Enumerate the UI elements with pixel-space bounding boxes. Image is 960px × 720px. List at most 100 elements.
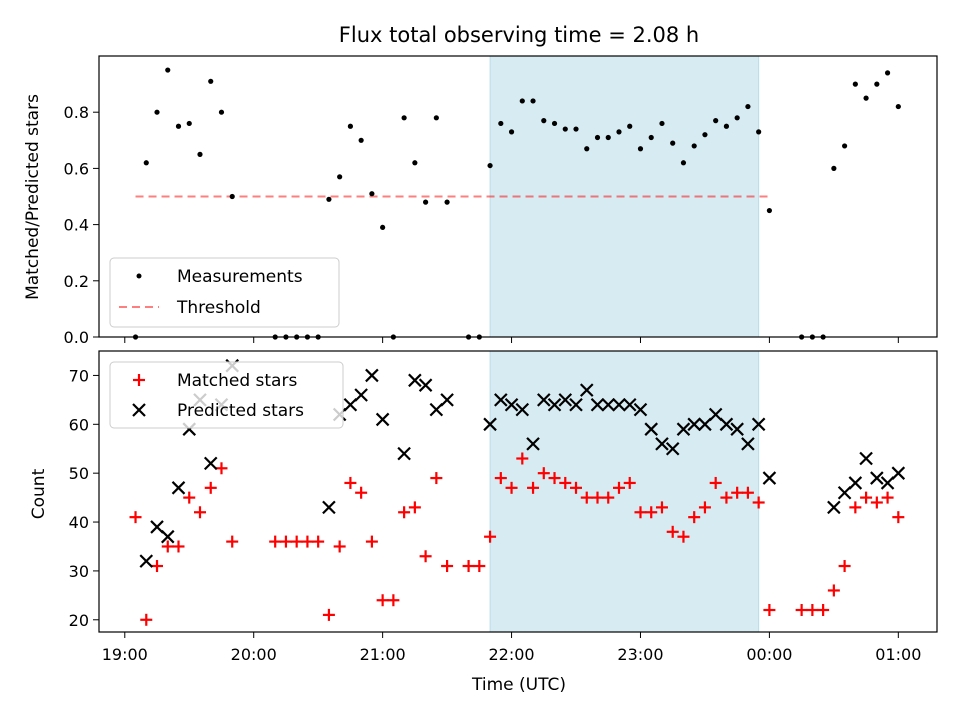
matched-star-point [462,560,475,573]
measurement-point [143,160,149,166]
measurement-point [680,160,687,166]
measurement-point [745,103,751,110]
matched-star-point [741,486,754,499]
matched-star-point [602,491,615,504]
measurement-point [562,126,568,132]
predicted-star-point [827,500,841,515]
x-tick-label: 01:00 [875,645,921,664]
predicted-star-point [537,393,551,407]
matched-star-point [527,481,540,494]
measurement-point [347,123,353,129]
matched-star-point [473,560,486,573]
predicted-star-point [354,388,368,402]
predicted-star-point [526,437,540,451]
matched-star-point [806,604,819,617]
matched-star-point [183,491,196,504]
measurement-point [519,98,525,104]
matched-star-point [666,525,679,538]
matched-star-point [795,604,808,617]
measurement-point [337,174,343,180]
matched-star-point [677,530,690,543]
x-axis-label: Time (UTC) [471,675,566,695]
bottom-legend: Matched stars Predicted stars [109,361,344,429]
x-tick-label: 22:00 [488,645,534,664]
predicted-star-point [160,529,175,544]
matched-star-point [612,481,625,494]
measurement-point [594,134,601,141]
predicted-star-point [504,397,519,412]
top-panel: 0.00.20.40.60.8 Matched/Predicted stars … [23,55,938,347]
matched-star-point [193,506,206,519]
matched-star-point [827,584,840,597]
matched-star-point [645,506,658,519]
matched-star-point [580,491,593,504]
top-legend-box [109,257,340,328]
predicted-star-point [859,451,873,466]
predicted-star-point [365,368,379,383]
matched-star-point [838,560,851,573]
measurement-point [863,95,869,101]
matched-star-point [430,472,443,485]
measurement-point [444,199,450,205]
measurement-point [670,140,676,146]
matched-star-point [655,501,668,514]
predicted-legend-label: Predicted stars [177,401,304,421]
x-tick-label: 23:00 [617,645,663,664]
measurement-point [165,67,171,73]
matched-star-point [698,501,711,514]
measurement-point [691,143,697,149]
measurement-point [637,146,644,152]
measurement-point [895,103,901,110]
matched-star-point [290,535,303,548]
x-tick-label: 21:00 [360,645,406,664]
bottom-y-axis-ticks: 20 30 40 50 60 70 [69,366,99,630]
measurement-point [530,98,536,104]
predicted-star-point [676,422,691,436]
predicted-star-point [203,456,218,471]
matched-star-point [559,476,572,489]
matched-star-point [505,481,518,494]
matched-star-point [870,496,883,509]
predicted-star-point [171,481,186,495]
measurement-point [186,120,192,127]
predicted-star-point [558,393,573,407]
measurement-point [884,70,891,76]
matched-star-point [849,501,862,514]
predicted-star-point [870,471,884,485]
measurement-point [218,109,225,115]
predicted-legend-marker [132,403,146,417]
predicted-star-point [343,397,358,412]
measurement-point [380,224,386,231]
predicted-star-point [708,407,723,422]
predicted-star-point [547,397,562,412]
measurement-point [197,151,203,157]
matched-star-point [312,535,325,548]
measurement-points [132,67,901,340]
predicted-star-point [698,417,712,432]
threshold-legend-label: Threshold [176,298,261,318]
matched-star-point [279,535,292,548]
matched-star-point [494,472,507,485]
y-tick-label: 0.0 [64,328,89,347]
x-tick-label: 20:00 [231,645,277,664]
measurement-point [541,118,547,124]
matched-star-point [537,467,550,480]
predicted-star-point [665,441,680,456]
matched-star-point [301,535,314,548]
measurement-point [616,129,622,135]
measurement-point [734,115,740,121]
matched-star-point [204,481,217,494]
measurement-point [208,78,214,84]
predicted-star-point [633,402,648,417]
measurement-point [766,207,773,214]
matched-legend-marker [133,374,145,386]
predicted-star-point [139,554,154,568]
y-tick-label: 40 [69,513,89,532]
matched-star-point [322,608,335,621]
chart-title: Flux total observing time = 2.08 h [339,23,699,47]
measurement-point [487,162,493,169]
matched-star-point [881,491,894,504]
predicted-star-point [848,476,863,490]
bottom-panel: 20 30 40 50 60 70 19:00 20:00 21:00 22:00 23:00 00… [29,350,938,695]
